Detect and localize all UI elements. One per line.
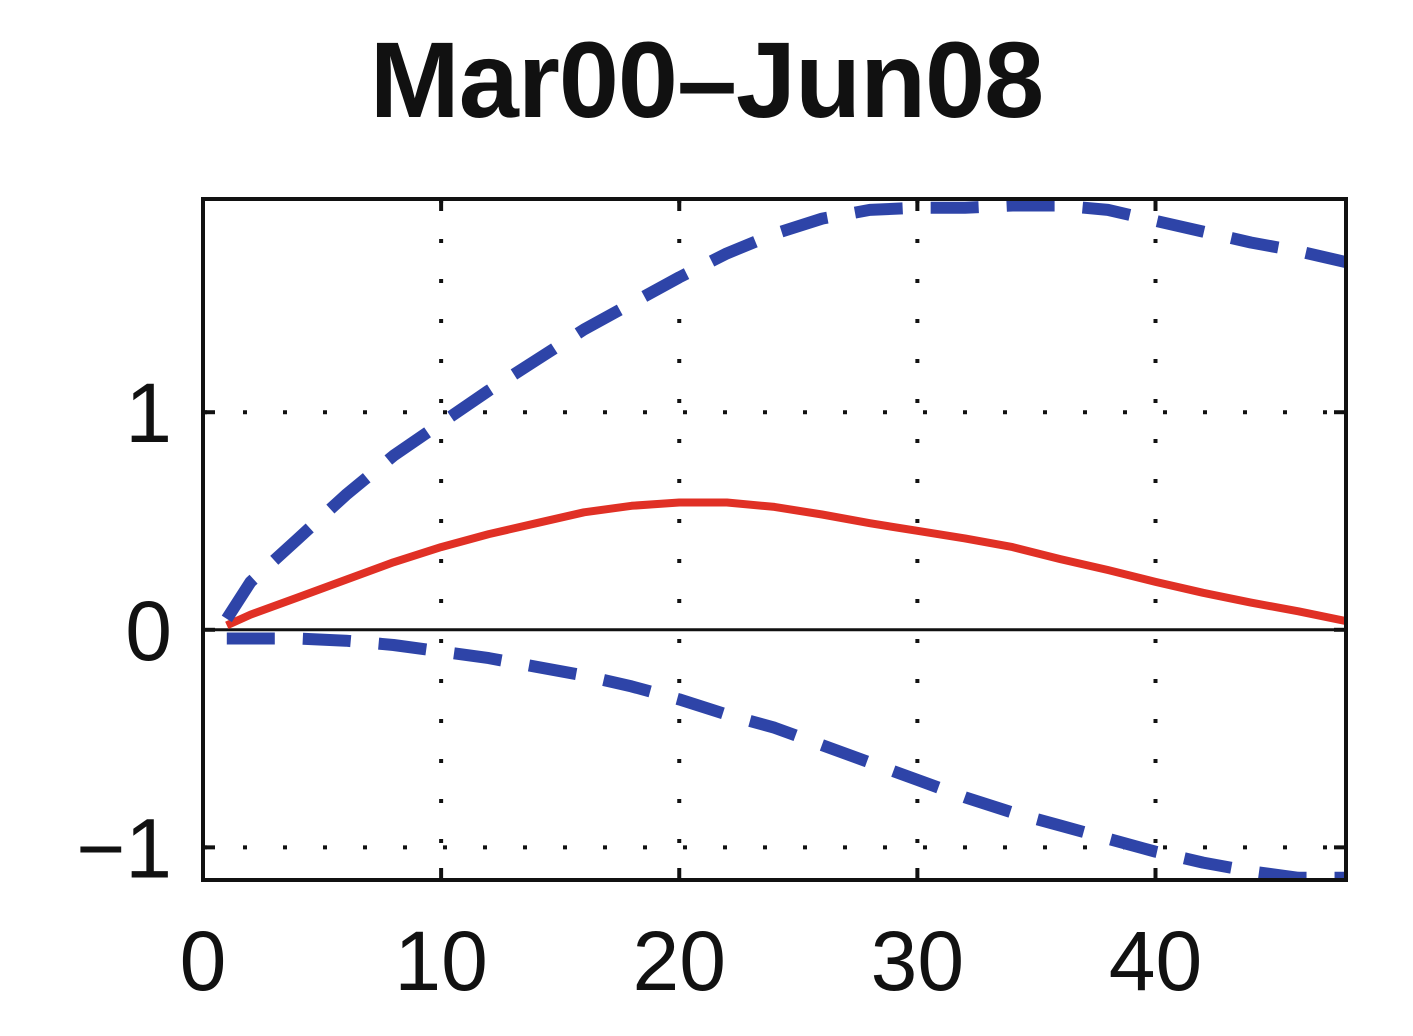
grid-lines (203, 199, 1346, 880)
y-tick-label-0: 0 (125, 584, 172, 678)
y-tick-label-neg1: −1 (76, 801, 172, 895)
chart-title: Mar00–Jun08 (369, 19, 1044, 140)
x-tick-label-10: 10 (394, 914, 487, 1008)
tick-labels: 0 10 20 30 40−101 (76, 366, 1202, 1008)
series-lines (221, 199, 1346, 880)
series-line-lower-band (226, 632, 1346, 880)
y-tick-label-1: 1 (125, 366, 172, 460)
x-tick-label-30: 30 (871, 914, 964, 1008)
axis-ticks (203, 199, 1346, 880)
x-tick-label-0: 0 (180, 914, 227, 1008)
x-tick-label-20: 20 (633, 914, 726, 1008)
series-line-upper-band (221, 199, 1346, 623)
series-line-estimate (225, 498, 1346, 630)
x-tick-label-40: 40 (1109, 914, 1202, 1008)
plot-frame (201, 197, 1348, 882)
